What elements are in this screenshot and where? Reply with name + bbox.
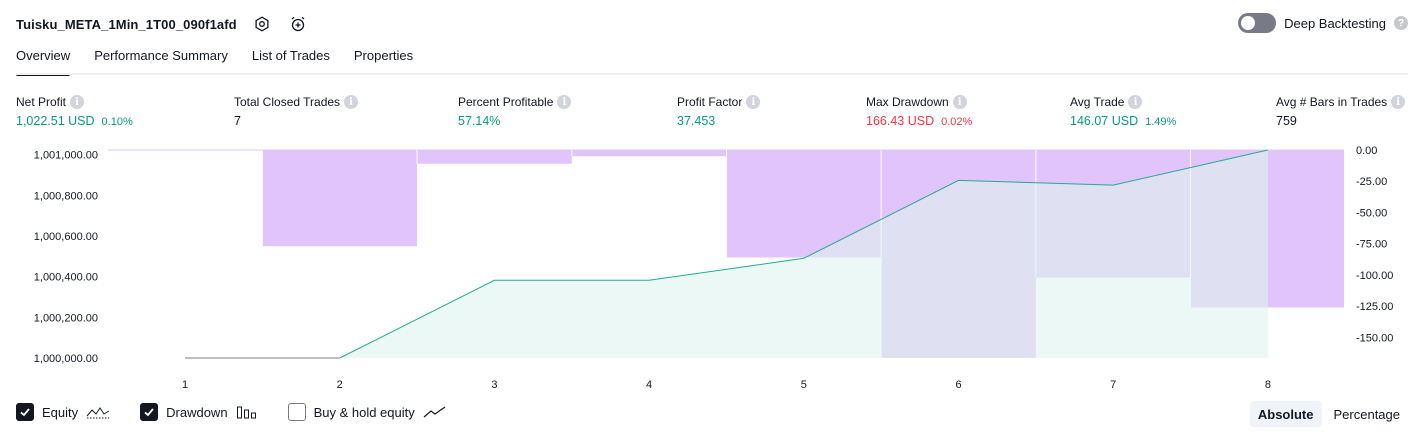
drawdown-bar	[417, 150, 572, 164]
metric-percent: 0.10%	[101, 116, 133, 128]
report-tabs: Overview Performance Summary List of Tra…	[16, 48, 413, 76]
metric-avg-bars: Avg # Bars in Trades i 759	[1276, 94, 1406, 130]
drawdown-bar	[262, 150, 418, 247]
right-axis-tick-label: 0.00	[1356, 145, 1377, 157]
equity-line-icon	[86, 407, 110, 419]
metric-percent: 0.02%	[941, 116, 973, 128]
percentage-button[interactable]: Percentage	[1333, 406, 1401, 422]
left-axis-tick-label: 1,001,000.00	[34, 150, 98, 162]
right-axis-tick-label: -50.00	[1356, 207, 1387, 219]
metric-value: 759	[1276, 114, 1297, 128]
value-mode-toggle: Absolute Percentage	[1249, 401, 1408, 427]
deep-backtesting-toggle[interactable]	[1238, 13, 1277, 33]
metric-total-closed-trades: Total Closed Trades i 7	[234, 94, 359, 130]
equity-line	[339, 149, 1269, 359]
metric-profit-factor: Profit Factor i 37.453	[677, 94, 761, 130]
info-icon[interactable]: i	[746, 95, 761, 109]
metric-value: 7	[234, 114, 241, 128]
chart-legend: Equity Drawdown Buy & hold equity	[16, 403, 447, 421]
drawdown-checkbox[interactable]	[140, 403, 159, 421]
metric-value: 37.453	[677, 114, 716, 128]
info-icon[interactable]: i	[1391, 95, 1406, 109]
metric-avg-trade: Avg Trade i 146.07 USD 1.49%	[1070, 94, 1176, 130]
right-axis-tick-label: -75.00	[1356, 239, 1387, 251]
legend-drawdown[interactable]: Drawdown	[140, 403, 257, 421]
legend-label: Buy & hold equity	[313, 404, 415, 420]
metric-max-drawdown: Max Drawdown i 166.43 USD 0.02%	[866, 94, 972, 130]
alarm-add-icon[interactable]	[287, 13, 309, 35]
metric-net-profit: Net Profit i 1,022.51 USD 0.10%	[16, 94, 133, 130]
x-axis-tick-label: 7	[1110, 379, 1116, 391]
buy-hold-checkbox[interactable]	[287, 403, 306, 421]
x-axis-tick-label: 1	[182, 379, 188, 391]
x-axis-tick-label: 2	[337, 379, 343, 391]
left-axis-tick-label: 1,000,400.00	[34, 272, 98, 284]
info-icon[interactable]: i	[344, 95, 359, 109]
strategy-header: Tuisku_META_1Min_1T00_090f1afd	[16, 12, 309, 36]
equity-checkbox[interactable]	[16, 403, 34, 421]
x-axis-tick-label: 8	[1265, 379, 1271, 391]
strategy-title: Tuisku_META_1Min_1T00_090f1afd	[16, 16, 237, 32]
info-icon[interactable]: i	[557, 95, 572, 109]
legend-buy-hold[interactable]: Buy & hold equity	[287, 403, 447, 421]
x-axis-tick-label: 4	[646, 379, 652, 391]
drawdown-bars-icon	[236, 406, 256, 419]
metric-percent: 1.49%	[1145, 116, 1177, 128]
toggle-knob	[1241, 16, 1256, 30]
metric-label: Max Drawdown	[866, 95, 949, 109]
info-icon[interactable]: i	[70, 95, 85, 109]
legend-label: Equity	[42, 404, 79, 420]
metric-value: 57.14%	[458, 114, 501, 128]
tab-performance-summary[interactable]: Performance Summary	[94, 48, 228, 63]
metric-value: 166.43 USD	[866, 114, 935, 128]
equity-area	[185, 150, 1268, 358]
legend-equity[interactable]: Equity	[16, 403, 110, 421]
right-axis-tick-label: -150.00	[1356, 332, 1393, 344]
x-axis-tick-label: 5	[801, 379, 807, 391]
right-axis-tick-label: -125.00	[1356, 301, 1393, 313]
left-axis-tick-label: 1,000,200.00	[34, 312, 98, 324]
right-axis-tick-label: -100.00	[1356, 270, 1393, 282]
help-icon[interactable]: ?	[1394, 16, 1408, 30]
settings-icon[interactable]	[251, 13, 273, 35]
deep-backtesting: Deep Backtesting ?	[1238, 13, 1408, 33]
metric-value: 146.07 USD	[1070, 114, 1139, 128]
deep-backtesting-label: Deep Backtesting	[1284, 15, 1386, 31]
equity-drawdown-chart: 1,000,000.00 1,000,200.00 1,000,400.00 1,00…	[34, 145, 1394, 391]
metric-label: Percent Profitable	[458, 95, 554, 109]
metric-label: Profit Factor	[677, 95, 743, 109]
x-axis-tick-label: 6	[955, 379, 961, 391]
right-axis-tick-label: -25.00	[1356, 176, 1387, 188]
x-axis-tick-label: 3	[491, 379, 497, 391]
trend-line-icon	[423, 406, 446, 418]
left-axis-tick-label: 1,000,000.00	[34, 353, 98, 365]
metric-label: Avg Trade	[1070, 95, 1125, 109]
legend-label: Drawdown	[166, 404, 228, 420]
tab-list-of-trades[interactable]: List of Trades	[251, 48, 330, 63]
left-axis-tick-label: 1,000,800.00	[34, 190, 98, 202]
tab-properties[interactable]: Properties	[353, 48, 414, 63]
metric-percent-profitable: Percent Profitable i 57.14%	[458, 94, 572, 130]
metric-value: 1,022.51 USD	[16, 114, 95, 128]
tabs-divider	[16, 73, 1408, 75]
metric-label: Total Closed Trades	[234, 95, 341, 109]
info-icon[interactable]: i	[952, 95, 967, 109]
metric-label: Avg # Bars in Trades	[1276, 95, 1388, 109]
absolute-button[interactable]: Absolute	[1249, 401, 1322, 427]
metric-label: Net Profit	[16, 95, 67, 109]
tab-overview[interactable]: Overview	[16, 48, 71, 76]
info-icon[interactable]: i	[1128, 95, 1143, 109]
left-axis-tick-label: 1,000,600.00	[34, 231, 98, 243]
drawdown-bar	[571, 150, 727, 157]
